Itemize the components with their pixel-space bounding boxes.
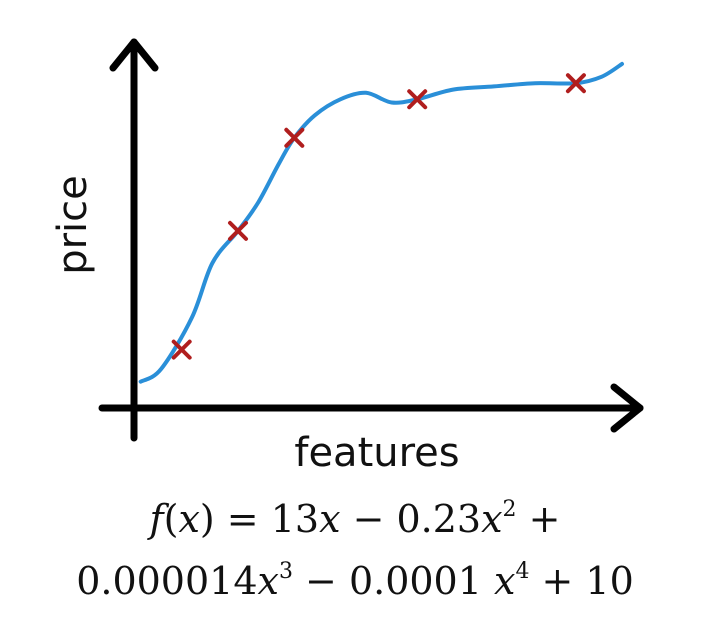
formula-x: x (481, 497, 503, 541)
y-axis-arrowhead (109, 38, 159, 72)
fitted-curve (138, 61, 624, 384)
x-axis-label: features (294, 430, 459, 476)
axes (98, 38, 644, 442)
formula-right-paren: ) (199, 497, 215, 541)
formula-constant: + 10 (529, 559, 634, 603)
formula-line-2: 0.000014x3 − 0.0001 x4 + 10 (0, 559, 710, 603)
formula-left-paren: ( (163, 497, 179, 541)
formula-plus: + (516, 497, 561, 541)
data-points (171, 73, 586, 360)
formula-exponent: 4 (515, 559, 530, 584)
formula-quadratic-coefficient: − 0.23 (340, 497, 482, 541)
fitted-curve-layer (138, 61, 624, 384)
formula-cubic-coefficient: 0.000014 (76, 559, 258, 603)
x-axis-arrowhead (610, 383, 644, 433)
formula-x: x (319, 497, 341, 541)
formula-linear-coefficient: = 13 (214, 497, 320, 541)
formula-x: x (257, 559, 279, 603)
formula-exponent: 2 (502, 497, 517, 522)
data-point-marker (565, 73, 586, 94)
data-point-marker (407, 89, 428, 110)
formula-argument: x (178, 497, 200, 541)
data-point-marker (171, 339, 192, 360)
data-point-marker (284, 127, 305, 148)
y-axis-label: price (50, 175, 96, 275)
formula-function-name: f (149, 497, 164, 541)
formula-exponent: 3 (278, 559, 293, 584)
formula-line-1: f(x) = 13x − 0.23x2 + (0, 497, 710, 541)
formula-x: x (494, 559, 516, 603)
chart: price features (50, 38, 644, 476)
formula-quartic-coefficient: − 0.0001 (292, 559, 494, 603)
data-point-marker (228, 220, 248, 241)
